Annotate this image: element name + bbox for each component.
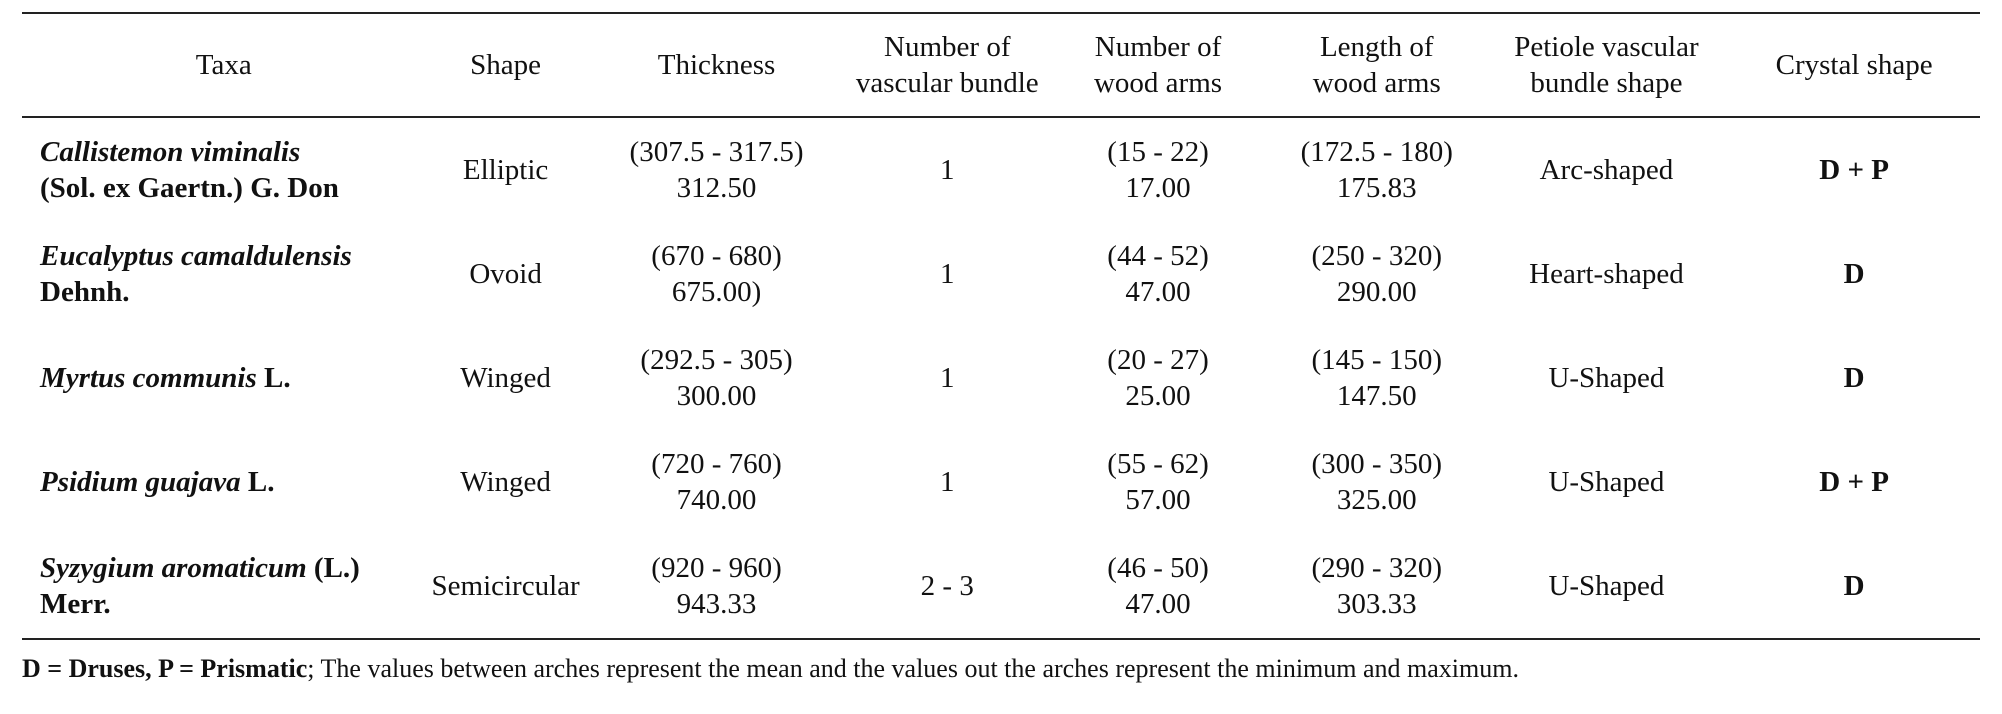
- header-wood-arms-number: Number of wood arms: [1093, 31, 1223, 99]
- shape-cell: Winged: [460, 466, 551, 498]
- thickness-cell: (307.5 - 317.5) 312.50: [629, 136, 804, 204]
- footnote-abbreviations: D = Druses, P = Prismatic: [22, 654, 308, 683]
- vascular-bundle-cell: 1: [940, 466, 955, 498]
- vascular-bundle-cell: 1: [940, 362, 955, 394]
- table-row: Syzygium aromaticum (L.) Merr. Semicircul…: [22, 534, 1980, 639]
- crystal-shape-cell: D + P: [1819, 466, 1889, 498]
- crystal-shape-cell: D: [1843, 570, 1865, 602]
- taxa-cell: Callistemon viminalis (Sol. ex Gaertn.) G…: [40, 136, 339, 204]
- taxa-cell: Myrtus communis L.: [40, 362, 291, 394]
- taxa-cell: Eucalyptus camaldulensis Dehnh.: [40, 240, 352, 308]
- shape-cell: Elliptic: [462, 154, 549, 186]
- footnote-text: ; The values between arches represent th…: [307, 654, 1519, 683]
- thickness-cell: (720 - 760) 740.00: [651, 448, 782, 516]
- crystal-shape-cell: D: [1843, 362, 1865, 394]
- wood-arms-length-cell: (172.5 - 180) 175.83: [1300, 136, 1453, 204]
- vascular-bundle-cell: 2 - 3: [920, 570, 974, 602]
- thickness-cell: (920 - 960) 943.33: [651, 552, 782, 620]
- table-row: Callistemon viminalis (Sol. ex Gaertn.) G…: [22, 117, 1980, 222]
- wood-arms-number-cell: (20 - 27) 25.00: [1107, 344, 1209, 412]
- wood-arms-number-cell: (46 - 50) 47.00: [1107, 552, 1209, 620]
- table-row: Psidium guajava L. Winged (720 - 760) 740…: [22, 430, 1980, 534]
- header-shape: Shape: [470, 49, 542, 81]
- wood-arms-length-cell: (290 - 320) 303.33: [1311, 552, 1442, 620]
- wood-arms-length-cell: (250 - 320) 290.00: [1311, 240, 1442, 308]
- wood-arms-number-cell: (44 - 52) 47.00: [1107, 240, 1209, 308]
- taxa-cell: Psidium guajava L.: [40, 466, 275, 498]
- petiole-shape-cell: Arc-shaped: [1539, 154, 1674, 186]
- thickness-cell: (670 - 680) 675.00): [651, 240, 782, 308]
- wood-arms-number-cell: (15 - 22) 17.00: [1107, 136, 1209, 204]
- shape-cell: Ovoid: [469, 258, 542, 290]
- shape-cell: Semicircular: [431, 570, 580, 602]
- vascular-bundle-cell: 1: [940, 258, 955, 290]
- vascular-bundle-cell: 1: [940, 154, 955, 186]
- header-petiole-shape: Petiole vascular bundle shape: [1514, 31, 1699, 99]
- wood-arms-number-cell: (55 - 62) 57.00: [1107, 448, 1209, 516]
- crystal-shape-cell: D: [1843, 258, 1865, 290]
- table-row: Eucalyptus camaldulensis Dehnh. Ovoid (67…: [22, 222, 1980, 326]
- wood-arms-length-cell: (300 - 350) 325.00: [1311, 448, 1442, 516]
- petiole-shape-cell: U-Shaped: [1548, 362, 1665, 394]
- petiole-shape-cell: Heart-shaped: [1529, 258, 1684, 290]
- petiole-shape-cell: U-Shaped: [1548, 466, 1665, 498]
- table-row: Myrtus communis L. Winged (292.5 - 305) 3…: [22, 326, 1980, 430]
- anatomy-table: Taxa Shape Thickness Number of vascular b…: [22, 12, 1980, 640]
- header-thickness: Thickness: [657, 49, 776, 81]
- crystal-shape-cell: D + P: [1819, 154, 1889, 186]
- petiole-shape-cell: U-Shaped: [1548, 570, 1665, 602]
- table-header-row: Taxa Shape Thickness Number of vascular b…: [22, 13, 1980, 117]
- taxa-cell: Syzygium aromaticum (L.) Merr.: [40, 552, 360, 620]
- wood-arms-length-cell: (145 - 150) 147.50: [1311, 344, 1442, 412]
- header-crystal-shape: Crystal shape: [1775, 49, 1933, 81]
- shape-cell: Winged: [460, 362, 551, 394]
- thickness-cell: (292.5 - 305) 300.00: [640, 344, 793, 412]
- header-taxa: Taxa: [195, 49, 252, 81]
- header-vascular-bundle: Number of vascular bundle: [855, 31, 1039, 99]
- header-wood-arms-length: Length of wood arms: [1312, 31, 1441, 99]
- table-footnote: D = Druses, P = Prismatic; The values be…: [22, 652, 1519, 686]
